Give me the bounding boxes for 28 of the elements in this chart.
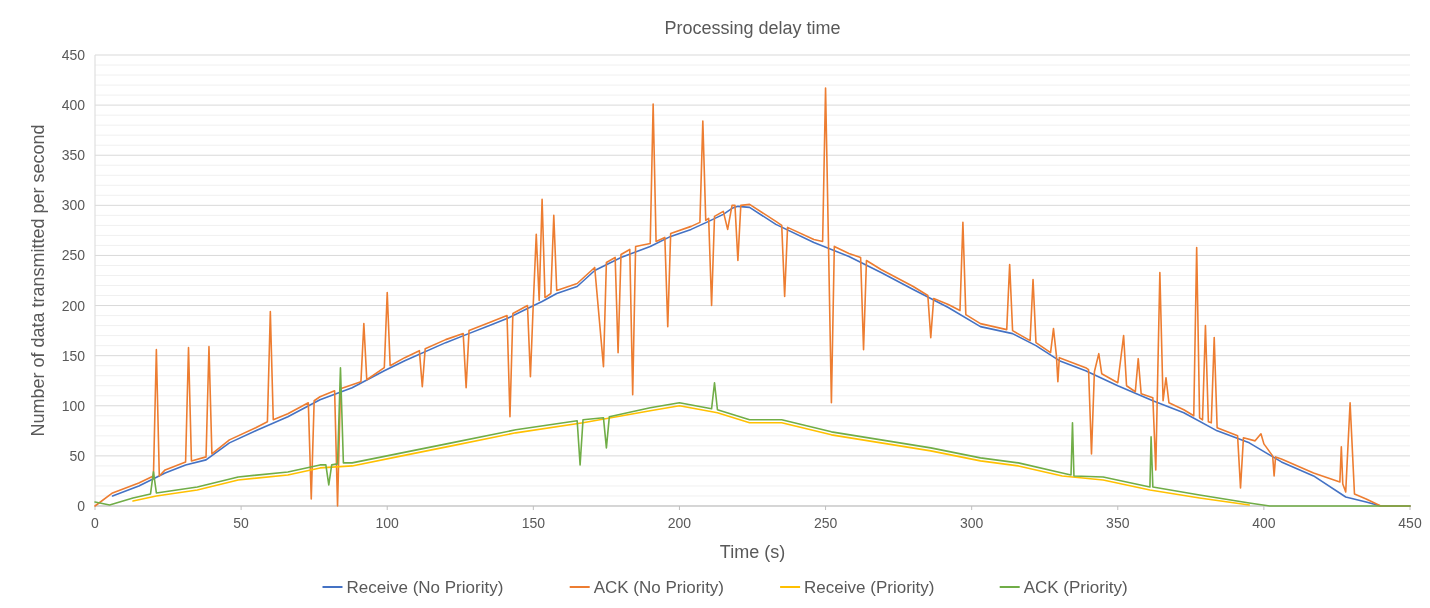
- x-tick-label: 150: [521, 515, 546, 531]
- x-tick-label: 50: [233, 515, 250, 531]
- legend-label: Receive (Priority): [804, 578, 935, 597]
- legend-label: Receive (No Priority): [346, 578, 504, 597]
- legend-label: ACK (Priority): [1023, 578, 1128, 597]
- x-tick-label: 200: [667, 515, 692, 531]
- x-tick-label: 400: [1252, 515, 1276, 531]
- y-tick-label: 400: [61, 97, 86, 114]
- y-tick-label: 150: [61, 347, 86, 364]
- x-tick-label: 350: [1106, 515, 1130, 531]
- legend-label: ACK (No Priority): [593, 578, 725, 597]
- y-tick-label: 200: [61, 297, 86, 314]
- y-tick-label: 250: [61, 247, 86, 264]
- y-tick-label: 350: [61, 147, 86, 164]
- y-tick-label: 100: [61, 397, 86, 414]
- line-series: [132, 404, 1251, 506]
- x-tick-label: 250: [813, 515, 838, 531]
- y-tick-label: 450: [61, 47, 86, 63]
- x-axis-title: Time (s): [719, 542, 786, 562]
- chart-title: Processing delay time: [664, 18, 841, 38]
- x-tick-label: 0: [91, 515, 100, 531]
- y-tick-label: 0: [77, 498, 86, 514]
- y-axis-title: Number of data transmitted per second: [28, 124, 48, 437]
- x-tick-label: 450: [1398, 515, 1422, 531]
- x-tick-label: 300: [959, 515, 984, 531]
- y-tick-label: 300: [61, 197, 86, 214]
- y-tick-label: 50: [69, 447, 86, 464]
- x-tick-label: 100: [375, 515, 400, 531]
